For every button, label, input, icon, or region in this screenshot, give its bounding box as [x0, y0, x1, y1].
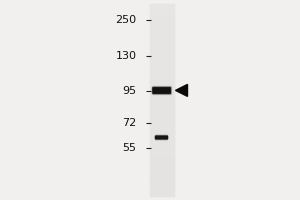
- Text: 130: 130: [116, 51, 136, 61]
- Bar: [150, 106, 174, 113]
- Bar: [150, 138, 174, 145]
- Bar: [152, 87, 170, 93]
- Bar: [150, 113, 174, 119]
- Bar: [150, 30, 174, 36]
- Bar: [150, 17, 174, 23]
- Bar: [150, 42, 174, 49]
- Bar: [150, 10, 174, 17]
- Text: 250: 250: [116, 15, 136, 25]
- Bar: [150, 190, 174, 196]
- Bar: [152, 87, 170, 93]
- Bar: [155, 135, 167, 139]
- Bar: [150, 49, 174, 55]
- Bar: [150, 36, 174, 42]
- Bar: [150, 87, 174, 94]
- Bar: [150, 55, 174, 62]
- Bar: [155, 136, 167, 138]
- Bar: [150, 177, 174, 183]
- Bar: [150, 158, 174, 164]
- Bar: [150, 183, 174, 190]
- Bar: [150, 119, 174, 126]
- Bar: [150, 4, 174, 10]
- Bar: [153, 88, 169, 92]
- Bar: [152, 86, 171, 94]
- Bar: [150, 62, 174, 68]
- Bar: [150, 81, 174, 87]
- Bar: [153, 88, 169, 92]
- Bar: [155, 136, 167, 138]
- Bar: [155, 135, 167, 139]
- Bar: [150, 164, 174, 170]
- Bar: [152, 87, 170, 93]
- Bar: [150, 74, 174, 81]
- Bar: [151, 86, 171, 94]
- Bar: [150, 23, 174, 30]
- Bar: [150, 151, 174, 158]
- Bar: [150, 126, 174, 132]
- Bar: [150, 4, 174, 196]
- Bar: [150, 68, 174, 74]
- Bar: [150, 170, 174, 177]
- Bar: [150, 132, 174, 138]
- Polygon shape: [176, 84, 188, 96]
- Text: 55: 55: [122, 143, 136, 153]
- Bar: [150, 94, 174, 100]
- Bar: [154, 135, 168, 139]
- Bar: [150, 100, 174, 106]
- Bar: [150, 145, 174, 151]
- Text: 72: 72: [122, 118, 136, 128]
- Text: 95: 95: [122, 86, 136, 96]
